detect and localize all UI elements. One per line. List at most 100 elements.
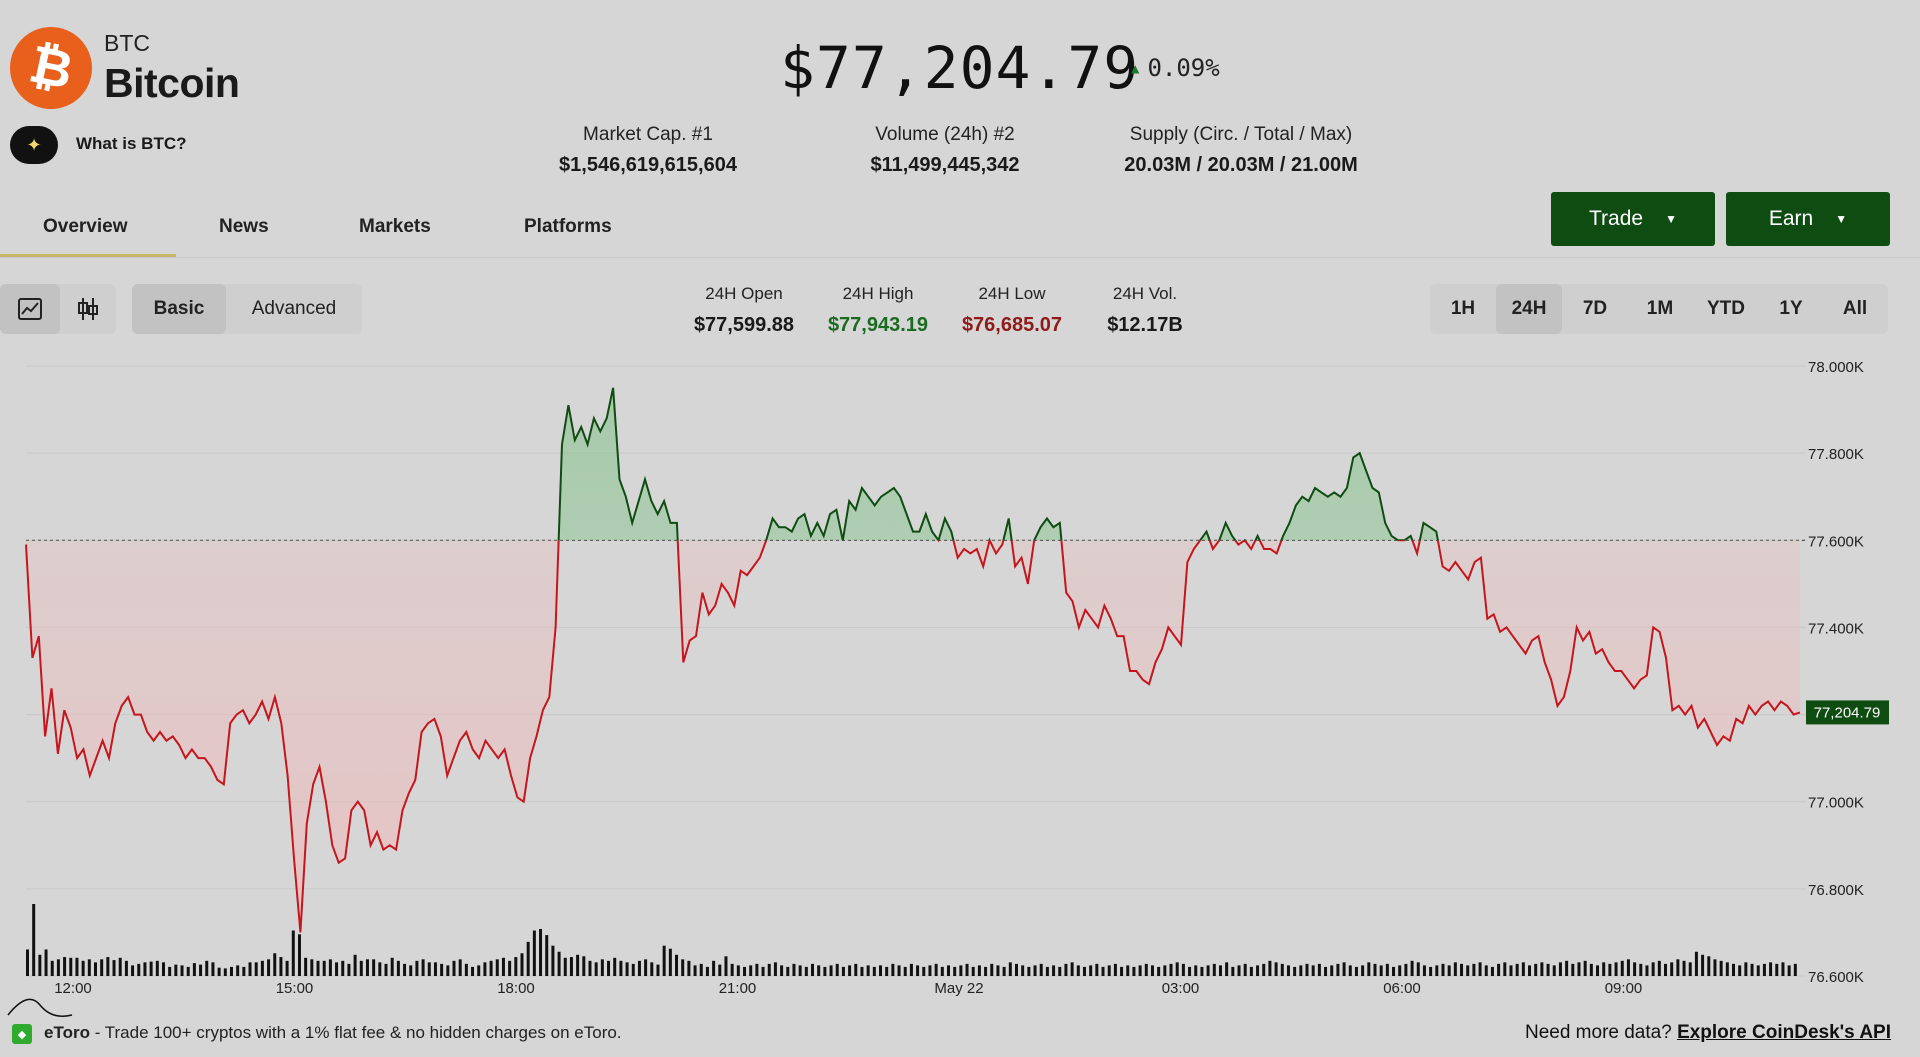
- volume-bar: [1497, 963, 1501, 976]
- ohlc-open: 24H Open $77,599.88: [682, 284, 806, 337]
- range-7d-button[interactable]: 7D: [1562, 284, 1628, 334]
- range-1h-button[interactable]: 1H: [1430, 284, 1496, 334]
- volume-bar: [1769, 962, 1773, 976]
- volume-bar: [1503, 962, 1507, 976]
- volume-bar: [1460, 963, 1464, 976]
- sparkle-icon[interactable]: ✦: [10, 126, 58, 164]
- volume-bar: [1089, 965, 1093, 976]
- volume-bar: [866, 965, 870, 976]
- basic-mode-button[interactable]: Basic: [132, 284, 226, 334]
- volume-bar: [773, 962, 777, 976]
- volume-bar: [205, 960, 209, 976]
- price-line-above: [557, 387, 1439, 541]
- volume-bar: [848, 965, 852, 976]
- volume-bar: [100, 959, 104, 976]
- volume-bar: [1583, 960, 1587, 976]
- volume-bar: [495, 959, 499, 976]
- volume-bar: [1558, 962, 1562, 976]
- volume-bar: [1626, 959, 1630, 976]
- what-is-btc-link[interactable]: What is BTC?: [76, 134, 187, 153]
- volume-bar: [563, 957, 567, 976]
- volume-bar: [1175, 962, 1179, 976]
- volume-bar: [378, 962, 382, 976]
- volume-bar: [1225, 962, 1229, 976]
- candlestick-icon[interactable]: [60, 284, 116, 334]
- volume-bar: [1577, 962, 1581, 976]
- volume-bar: [619, 960, 623, 976]
- volume-bar: [786, 966, 790, 976]
- volume-bar: [1676, 959, 1680, 976]
- range-1m-button[interactable]: 1M: [1628, 284, 1692, 334]
- volume-bar: [909, 963, 913, 976]
- range-all-button[interactable]: All: [1822, 284, 1888, 334]
- volume-bar: [87, 959, 91, 976]
- volume-bar: [1243, 963, 1247, 976]
- volume-bar: [328, 959, 332, 976]
- volume-bar: [1218, 965, 1222, 976]
- volume-bar: [236, 965, 240, 976]
- volume-bar: [63, 957, 67, 976]
- volume-bar: [607, 960, 611, 976]
- coin-ticker: BTC: [104, 30, 150, 56]
- range-ytd-button[interactable]: YTD: [1692, 284, 1760, 334]
- stat-label: Volume (24h) #2: [875, 124, 1015, 145]
- tab-markets[interactable]: Markets: [359, 216, 431, 237]
- tab-overview[interactable]: Overview: [43, 216, 128, 237]
- earn-button[interactable]: Earn ▼: [1726, 192, 1890, 246]
- current-price: $77,204.79: [780, 34, 1140, 102]
- volume-bar: [1249, 966, 1253, 976]
- chart-navigator-icon: [7, 998, 73, 1017]
- ohlc-low: 24H Low $76,685.07: [950, 284, 1074, 337]
- volume-bar: [1126, 965, 1130, 976]
- volume-bar: [724, 956, 728, 976]
- volume-bar: [1076, 965, 1080, 976]
- volume-bar: [217, 967, 221, 976]
- volume-bar: [1274, 962, 1278, 976]
- stat-label: Market Cap. #1: [583, 124, 713, 145]
- volume-bar: [1305, 963, 1309, 976]
- stat-value: $11,499,445,342: [870, 154, 1020, 176]
- tab-news[interactable]: News: [219, 216, 269, 237]
- price-chart[interactable]: 78.000K77.800K77.600K77.400K77.200K77.00…: [0, 350, 1920, 1020]
- volume-bar: [1039, 963, 1043, 976]
- volume-bar: [1070, 962, 1074, 976]
- volume-bar: [341, 960, 345, 976]
- volume-bar: [736, 965, 740, 976]
- volume-bar: [192, 963, 196, 976]
- api-promo-text: Need more data?: [1524, 1022, 1678, 1043]
- volume-bar: [545, 935, 549, 976]
- volume-bar: [131, 965, 135, 976]
- explore-api-link[interactable]: Explore CoinDesk's API: [1677, 1022, 1891, 1043]
- volume-bar: [180, 965, 184, 976]
- volume-bar: [297, 934, 301, 976]
- x-tick-label: May 22: [934, 980, 983, 997]
- volume-bar: [1082, 966, 1086, 976]
- line-chart-icon[interactable]: [0, 284, 60, 334]
- advanced-mode-button[interactable]: Advanced: [226, 284, 362, 334]
- volume-bar: [1540, 962, 1544, 976]
- etoro-ad[interactable]: eToro - Trade 100+ cryptos with a 1% fla…: [44, 1023, 622, 1043]
- volume-bar: [118, 957, 122, 976]
- x-tick-label: 18:00: [497, 980, 535, 997]
- volume-bar: [26, 949, 29, 976]
- stat-label: Supply (Circ. / Total / Max): [1129, 124, 1353, 145]
- volume-bar: [427, 962, 431, 976]
- volume-bar: [662, 945, 666, 976]
- range-24h-button[interactable]: 24H: [1496, 284, 1562, 334]
- volume-bar: [1181, 963, 1185, 976]
- volume-bar: [1571, 963, 1575, 976]
- tab-divider: [0, 257, 1920, 258]
- volume-bar: [1521, 962, 1525, 976]
- volume-bar: [1095, 963, 1099, 976]
- range-1y-button[interactable]: 1Y: [1760, 284, 1822, 334]
- volume-bar: [464, 963, 468, 976]
- tab-platforms[interactable]: Platforms: [524, 216, 612, 237]
- below-open-area: [26, 540, 1800, 933]
- volume-bar: [1163, 965, 1167, 976]
- volume-bar: [1472, 963, 1476, 976]
- trade-button[interactable]: Trade ▼: [1551, 192, 1715, 246]
- up-triangle-icon: ▲: [1131, 61, 1140, 77]
- volume-bar: [916, 965, 920, 976]
- volume-bar: [1361, 965, 1365, 976]
- volume-bar: [755, 963, 759, 976]
